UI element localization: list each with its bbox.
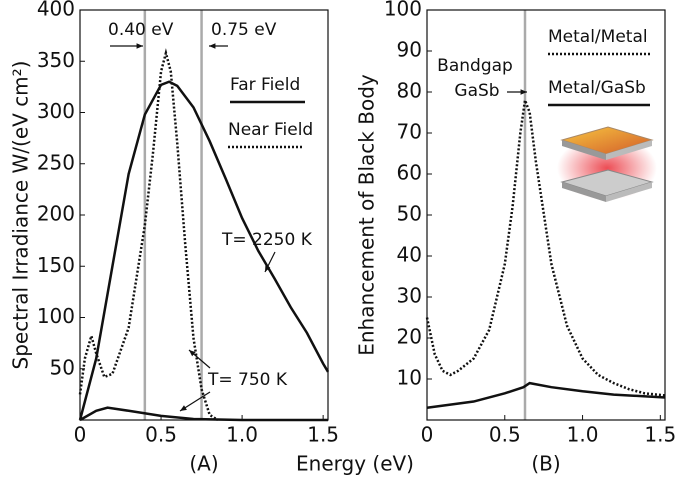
annotation: T= 2250 K xyxy=(221,230,313,250)
y-tick-label: 250 xyxy=(37,150,75,174)
y-tick-label: 60 xyxy=(397,161,422,185)
legend-label: Near Field xyxy=(228,120,313,140)
x-tick-label: 0 xyxy=(421,423,434,447)
x-axis-label: Energy (eV) xyxy=(296,452,414,476)
y-tick-label: 30 xyxy=(397,284,422,308)
y-tick-label: 100 xyxy=(37,304,75,328)
legend-label: Far Field xyxy=(230,75,300,95)
data-line xyxy=(79,406,328,422)
y-tick-label: 300 xyxy=(37,99,75,123)
arrow-head xyxy=(136,43,143,49)
marker-label: 0.75 eV xyxy=(211,20,277,40)
x-tick-label: 1.5 xyxy=(307,423,339,447)
y-tick-label: 80 xyxy=(397,79,422,103)
y-tick-label: 400 xyxy=(37,0,75,21)
x-tick-label: 1.5 xyxy=(644,423,676,447)
panel-label: (A) xyxy=(189,452,218,476)
y-tick-label: 20 xyxy=(397,325,422,349)
y-tick-label: 150 xyxy=(37,253,75,277)
y-tick-label: 100 xyxy=(384,0,422,21)
data-line xyxy=(426,381,666,409)
y-tick-label: 200 xyxy=(37,202,75,226)
data-line xyxy=(78,48,219,422)
x-tick-label: 0.5 xyxy=(489,423,521,447)
y-tick-label: 70 xyxy=(397,120,422,144)
x-tick-label: 0.5 xyxy=(145,423,177,447)
y-tick-label: 50 xyxy=(50,355,75,379)
x-tick-label: 1.0 xyxy=(226,423,258,447)
annotation: T= 750 K xyxy=(207,370,288,390)
legend-label: Metal/Metal xyxy=(548,27,648,47)
arrow-head xyxy=(209,43,216,49)
y-tick-label: 40 xyxy=(397,243,422,267)
y-tick-label: 350 xyxy=(37,48,75,72)
y-tick-label: 10 xyxy=(397,366,422,390)
y-tick-label: 90 xyxy=(397,38,422,62)
x-tick-label: 1.0 xyxy=(567,423,599,447)
y-axis-label: Enhancement of Black Body xyxy=(355,74,379,356)
y-axis-label: Spectral Irradiance W/(eV cm²) xyxy=(9,61,33,370)
arrow-head xyxy=(180,405,187,411)
panel-label: (B) xyxy=(531,452,560,476)
marker-label: GaSb xyxy=(454,81,499,101)
legend-label: Metal/GaSb xyxy=(548,78,646,98)
plot-frame xyxy=(79,9,329,421)
arrow-head xyxy=(189,350,196,357)
arrow-head xyxy=(265,265,271,272)
x-tick-label: 0 xyxy=(74,423,87,447)
y-tick-label: 50 xyxy=(397,202,422,226)
arrow-head xyxy=(520,89,527,95)
data-line xyxy=(78,80,330,421)
marker-label: 0.40 eV xyxy=(108,20,174,40)
inset-illustration xyxy=(557,126,657,202)
marker-label: Bandgap xyxy=(437,56,513,76)
